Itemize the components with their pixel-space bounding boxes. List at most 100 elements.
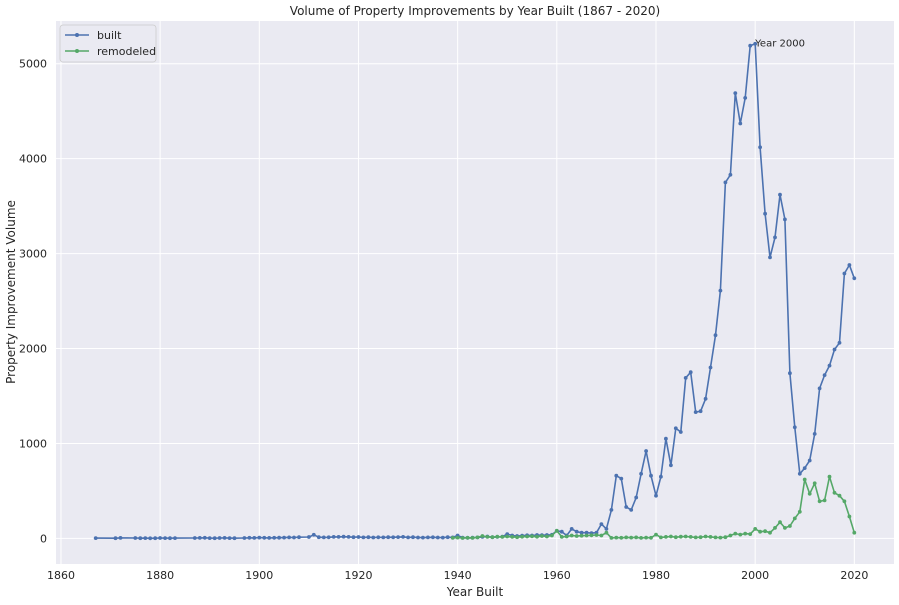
y-tick-label: 4000 — [19, 153, 47, 166]
x-tick-labels: 1860 1880 1900 1920 1940 1960 1980 2000 2020 — [47, 569, 868, 582]
data-point-built — [624, 505, 629, 509]
x-tick-label: 1900 — [245, 569, 273, 582]
data-point-remodeled — [584, 533, 589, 538]
data-point-built — [321, 535, 326, 540]
data-point-built — [118, 536, 123, 540]
data-point-built — [758, 145, 762, 150]
data-point-remodeled — [703, 534, 708, 539]
data-point-remodeled — [475, 535, 480, 540]
data-point-built — [411, 535, 415, 540]
data-point-remodeled — [510, 535, 515, 539]
data-point-built — [659, 474, 663, 479]
data-point-remodeled — [837, 493, 842, 498]
data-point-remodeled — [812, 481, 817, 486]
x-tick-label: 1860 — [47, 569, 75, 582]
data-point-built — [386, 535, 391, 540]
data-point-remodeled — [723, 535, 728, 540]
data-point-built — [807, 458, 812, 463]
data-point-built — [252, 536, 257, 540]
annotations: Year 2000 — [754, 39, 805, 50]
data-point-built — [341, 534, 346, 539]
data-point-remodeled — [624, 535, 629, 540]
data-point-built — [733, 91, 738, 95]
data-point-built — [743, 96, 748, 100]
data-point-built — [311, 532, 316, 537]
data-point-remodeled — [515, 535, 519, 540]
data-point-built — [391, 535, 396, 540]
legend: built remodeled — [59, 24, 157, 63]
data-point-built — [267, 536, 272, 540]
data-point-built — [802, 466, 807, 470]
data-point-remodeled — [540, 534, 544, 538]
series-remodeled — [450, 474, 857, 540]
data-point-built — [678, 430, 683, 434]
data-point-built — [649, 473, 653, 478]
data-point-remodeled — [763, 529, 767, 534]
data-point-built — [713, 333, 718, 338]
data-point-built — [277, 535, 281, 540]
data-point-remodeled — [678, 534, 683, 539]
data-point-remodeled — [480, 534, 485, 538]
data-point-built — [792, 425, 797, 430]
data-point-built — [768, 255, 772, 260]
data-point-remodeled — [520, 534, 524, 539]
data-point-built — [168, 536, 172, 541]
data-point-remodeled — [792, 516, 797, 521]
data-point-built — [634, 495, 639, 500]
data-point-built — [351, 535, 356, 540]
annotation-label: Year 2000 — [754, 39, 805, 50]
data-point-built — [307, 535, 311, 539]
data-point-built — [217, 536, 222, 540]
data-point-remodeled — [530, 534, 534, 539]
y-tick-label: 1000 — [19, 437, 47, 450]
data-point-remodeled — [753, 527, 758, 531]
data-point-built — [644, 449, 648, 453]
x-tick-label: 1940 — [444, 569, 472, 582]
data-point-remodeled — [733, 531, 738, 536]
data-point-built — [406, 535, 410, 540]
data-point-remodeled — [713, 535, 718, 540]
data-point-built — [738, 121, 743, 126]
data-point-remodeled — [614, 535, 619, 540]
data-point-built — [331, 535, 336, 539]
data-point-remodeled — [683, 534, 688, 539]
data-point-remodeled — [842, 499, 847, 504]
data-point-built — [242, 536, 247, 540]
data-point-built — [688, 370, 693, 375]
data-point-built — [431, 535, 435, 540]
data-point-built — [93, 536, 98, 540]
x-tick-label: 1980 — [642, 569, 670, 582]
data-point-built — [842, 271, 847, 276]
data-point-remodeled — [594, 533, 599, 537]
data-point-built — [143, 536, 148, 540]
data-point-remodeled — [545, 534, 549, 539]
data-point-built — [366, 535, 371, 540]
data-point-remodeled — [822, 498, 827, 503]
data-point-remodeled — [649, 535, 653, 540]
data-point-built — [148, 536, 153, 541]
data-point-remodeled — [664, 535, 668, 539]
data-point-built — [440, 535, 445, 540]
y-tick-labels: 0 1000 2000 3000 4000 5000 — [19, 58, 47, 546]
y-tick-label: 2000 — [19, 343, 47, 356]
data-point-remodeled — [629, 535, 634, 540]
data-point-built — [227, 536, 232, 540]
data-point-built — [435, 535, 440, 540]
data-point-remodeled — [559, 535, 564, 539]
data-point-remodeled — [728, 533, 733, 538]
legend-label-built: built — [97, 29, 122, 42]
data-point-built — [158, 536, 163, 540]
data-point-built — [247, 535, 252, 540]
data-point-remodeled — [852, 530, 857, 535]
data-point-remodeled — [574, 534, 579, 538]
data-point-remodeled — [748, 532, 753, 536]
data-point-built — [708, 365, 713, 370]
data-point-built — [426, 535, 430, 540]
data-point-built — [163, 536, 168, 540]
data-point-remodeled — [579, 533, 584, 538]
data-point-built — [396, 535, 400, 539]
data-point-built — [822, 373, 827, 377]
data-point-remodeled — [654, 532, 658, 537]
data-point-remodeled — [535, 534, 539, 539]
